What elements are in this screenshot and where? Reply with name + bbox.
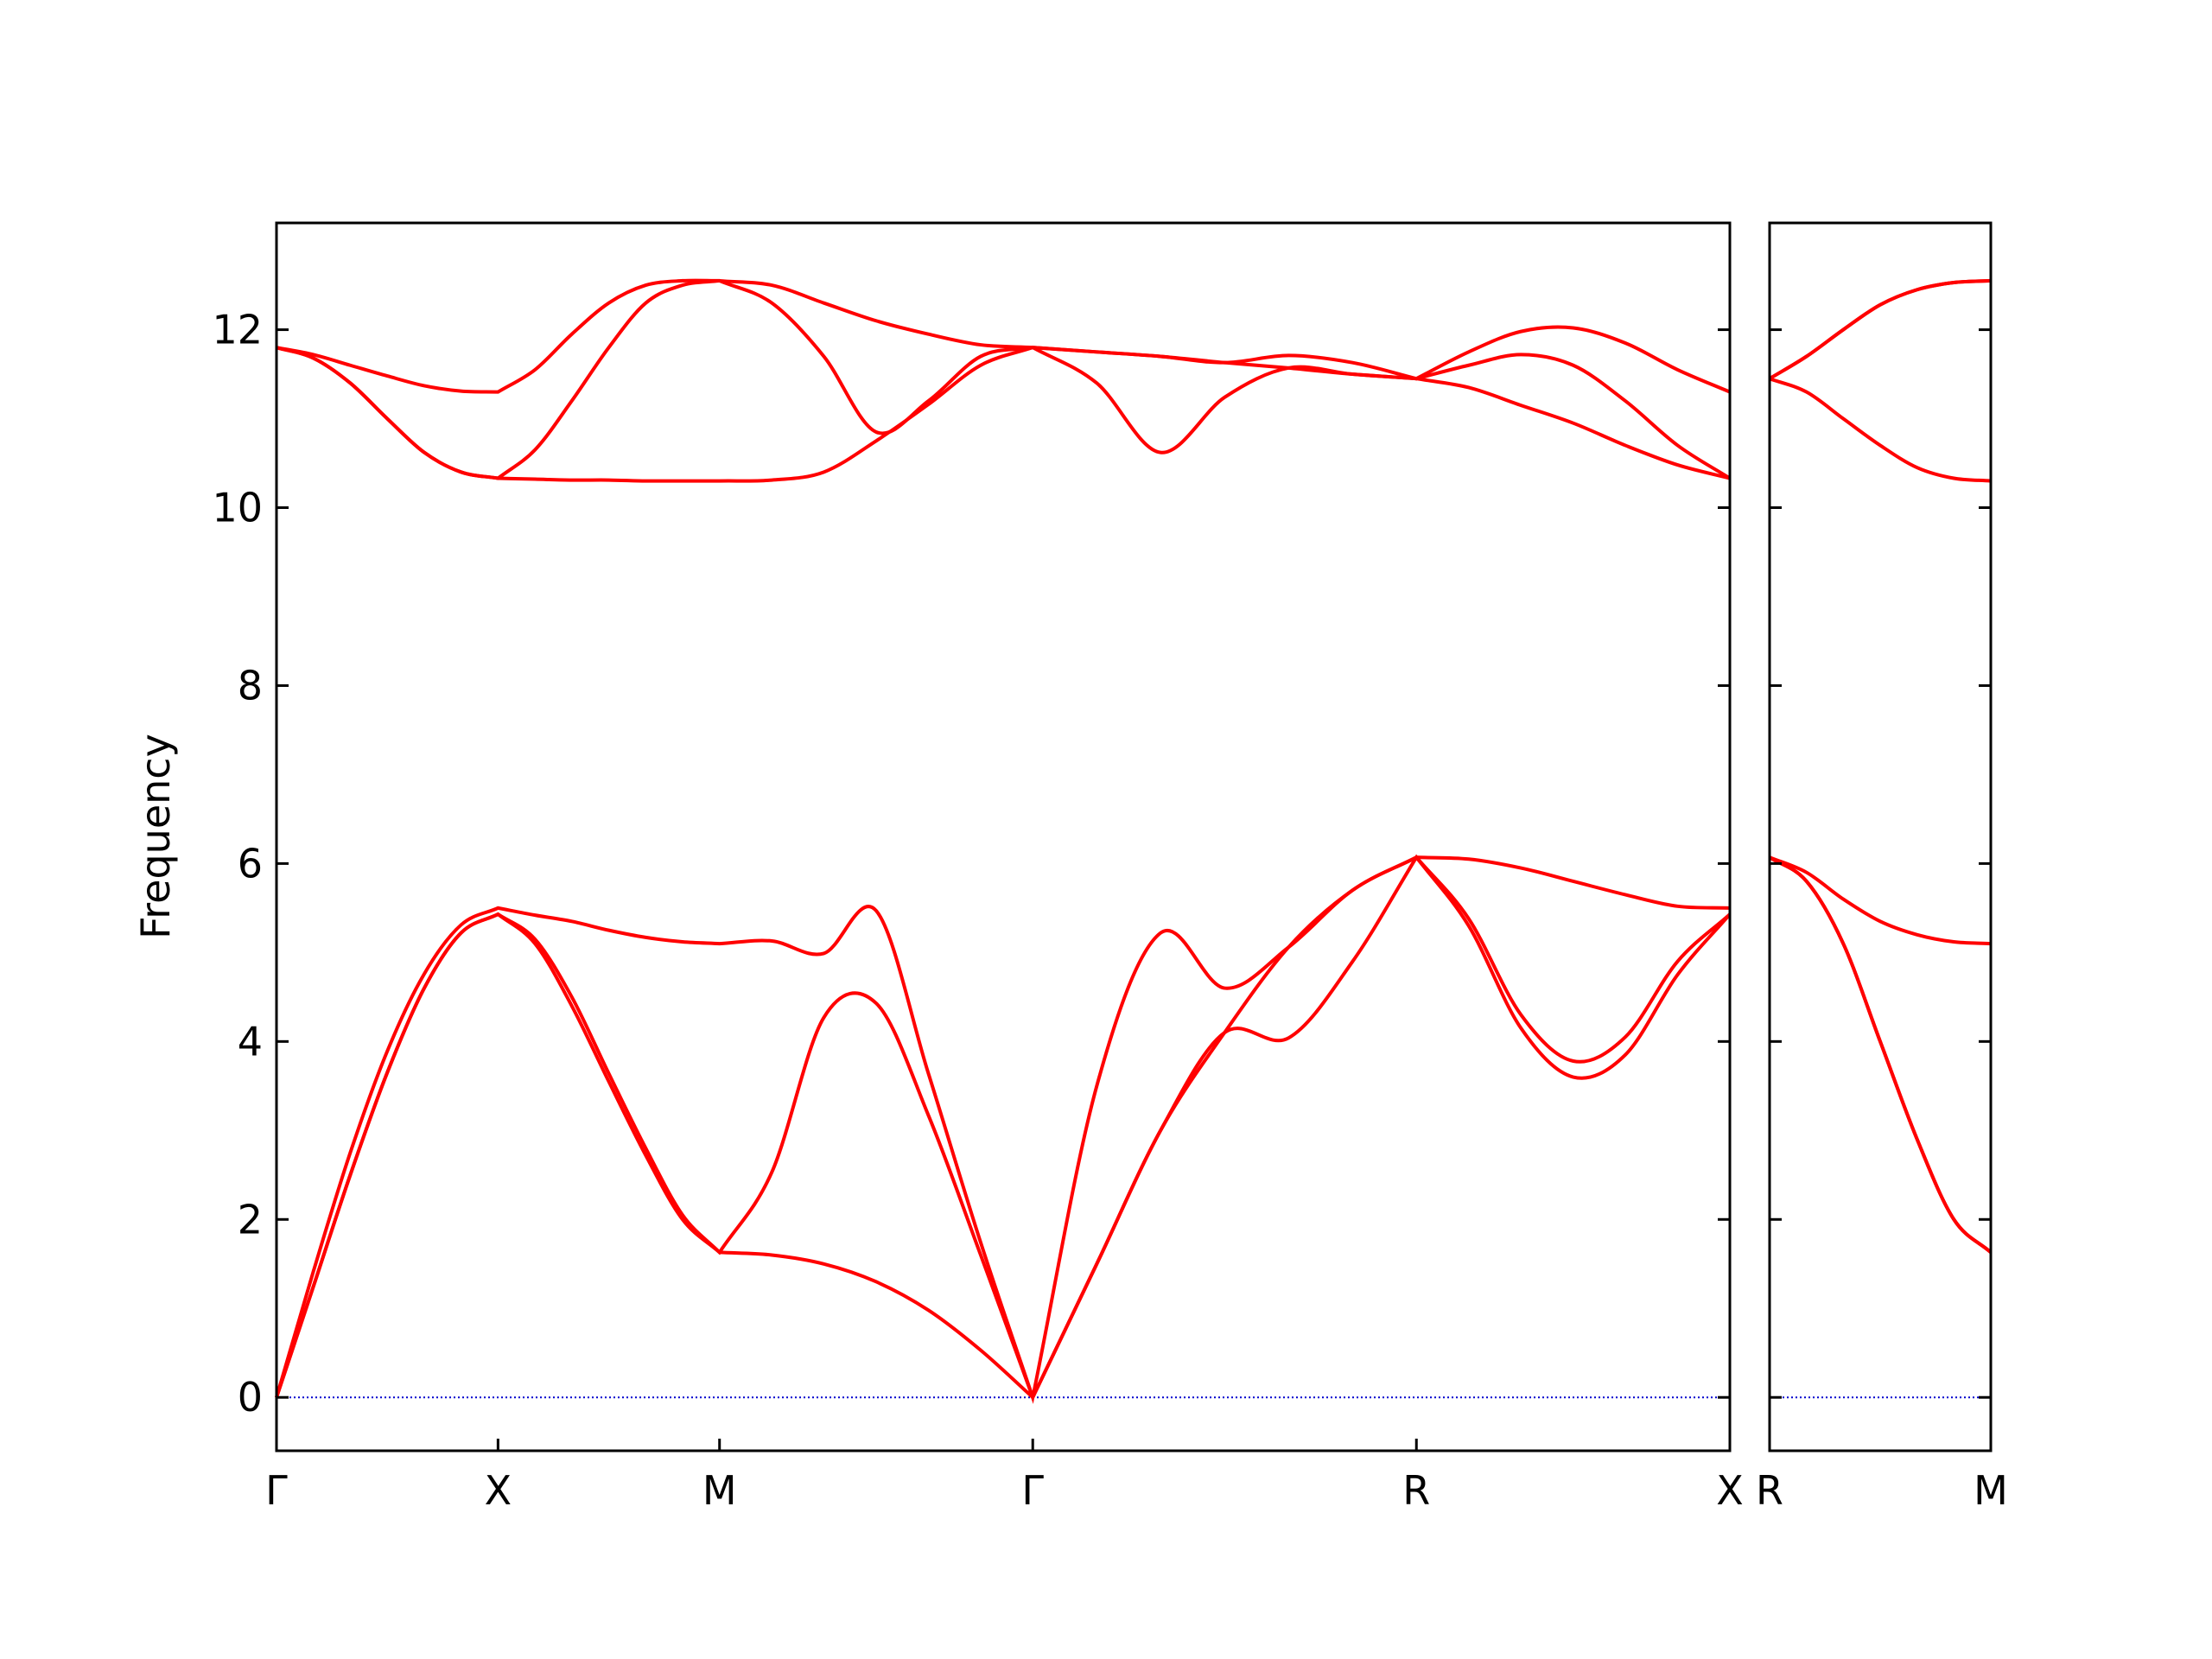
x-tick-label: R [1756,1467,1783,1514]
x-tick-label: M [702,1467,737,1514]
band-line [1769,855,1992,946]
y-tick-label: 6 [238,840,263,887]
x-tick-label: M [1974,1467,2008,1514]
y-tick-label: 2 [238,1196,263,1243]
x-tick-label: X [1716,1467,1744,1514]
band-line [1769,377,1992,483]
y-tick-label: 4 [238,1018,263,1065]
band-line [276,278,1732,480]
band-line [1768,278,1992,380]
x-tick-label: R [1402,1467,1430,1514]
band-line [1768,855,1993,1254]
x-tick-label: Γ [1021,1467,1044,1514]
y-axis-label: Frequency [132,734,179,939]
band-line [276,345,1731,483]
y-tick-label: 8 [238,662,263,709]
y-tick-label: 0 [238,1374,263,1421]
plot-frame [275,221,1732,1452]
band-line [1768,855,1993,1254]
y-tick-label: 12 [212,307,263,353]
band-line [275,855,1732,1402]
y-tick-label: 10 [212,485,263,531]
x-tick-label: Γ [265,1467,288,1514]
band-line [275,855,1731,1404]
plot-frame [1768,221,1993,1452]
band-line [1768,278,1992,380]
band-line [276,278,1731,394]
x-tick-label: X [485,1467,512,1514]
